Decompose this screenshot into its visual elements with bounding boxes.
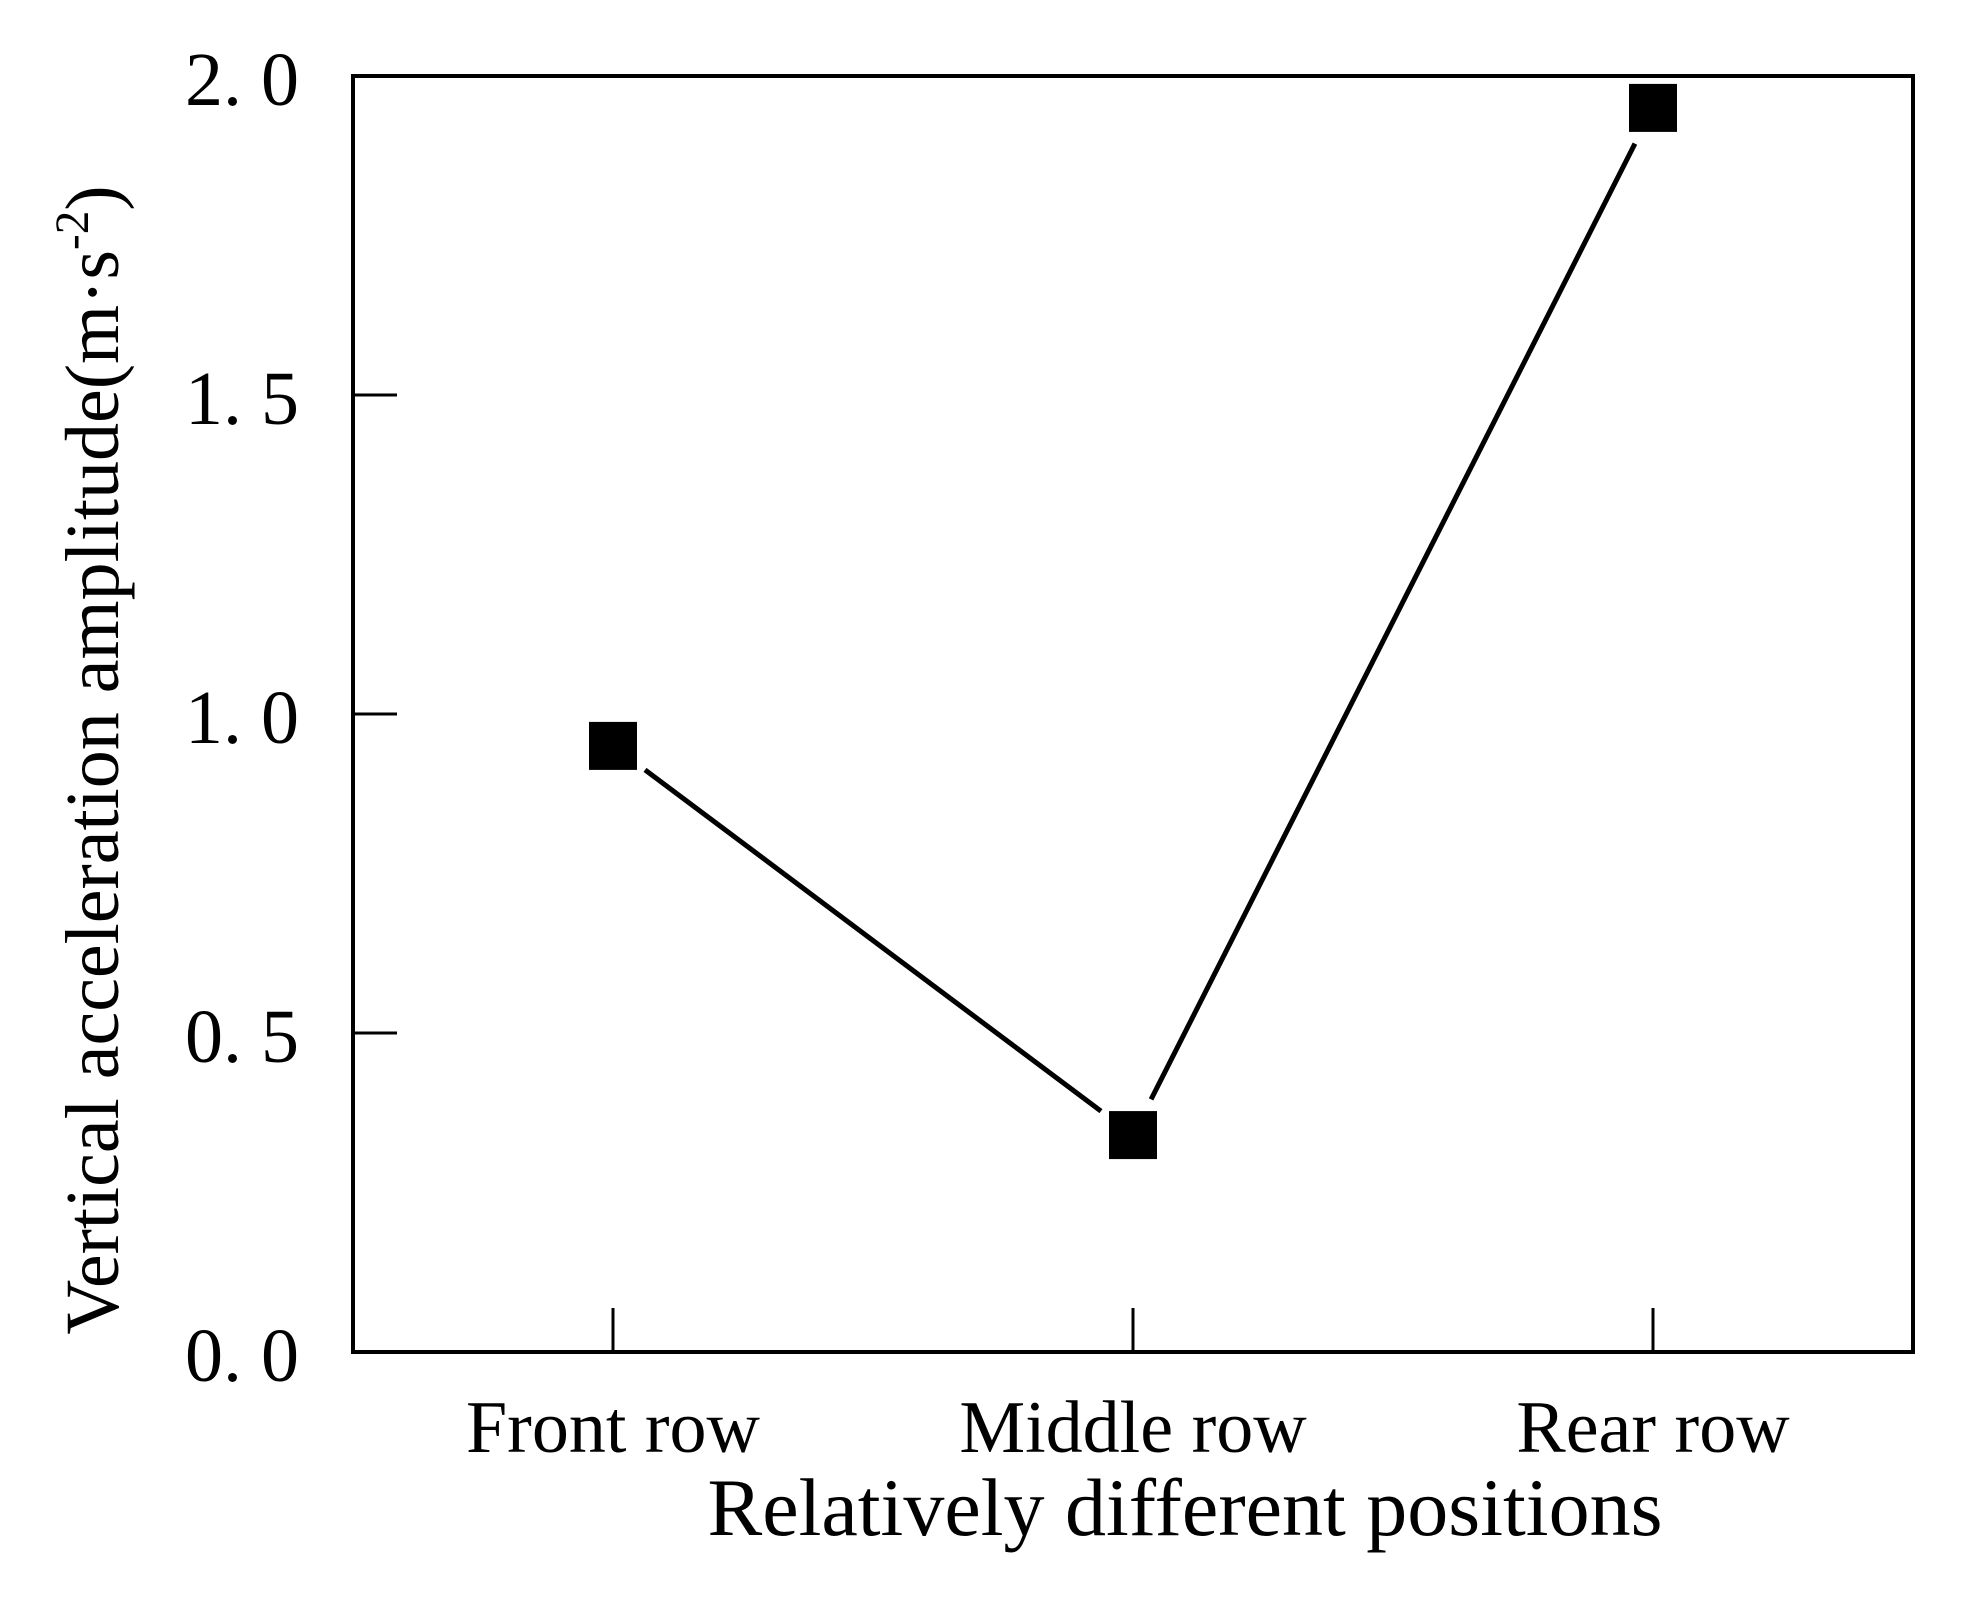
plot-border — [351, 74, 1915, 1354]
y-tick-label: 0. 0 — [185, 1314, 299, 1398]
series-line-segment — [1148, 142, 1638, 1101]
x-axis-title: Relatively different positions — [707, 1462, 1663, 1553]
data-point-marker-front-row — [589, 721, 637, 770]
data-point-marker-rear-row — [1629, 83, 1677, 132]
series-line-segment — [643, 767, 1103, 1114]
y-axis-title-superscript: -2 — [46, 210, 99, 250]
data-point-marker-middle-row — [1109, 1111, 1157, 1160]
y-tick-label: 1. 5 — [185, 357, 299, 441]
x-category-label-rear-row: Rear row — [1516, 1387, 1790, 1469]
x-category-label-front-row: Front row — [466, 1387, 760, 1469]
y-axis-title: Vertical acceleration amplitude(m·s-2) — [47, 185, 135, 1334]
y-axis-title-main: Vertical acceleration amplitude(m·s — [51, 249, 135, 1335]
y-tick-label: 1. 0 — [185, 676, 299, 760]
y-tick-label: 0. 5 — [185, 995, 299, 1079]
y-axis-title-close: ) — [51, 185, 135, 211]
x-category-label-middle-row: Middle row — [959, 1387, 1307, 1469]
y-tick-label: 2. 0 — [185, 38, 299, 122]
